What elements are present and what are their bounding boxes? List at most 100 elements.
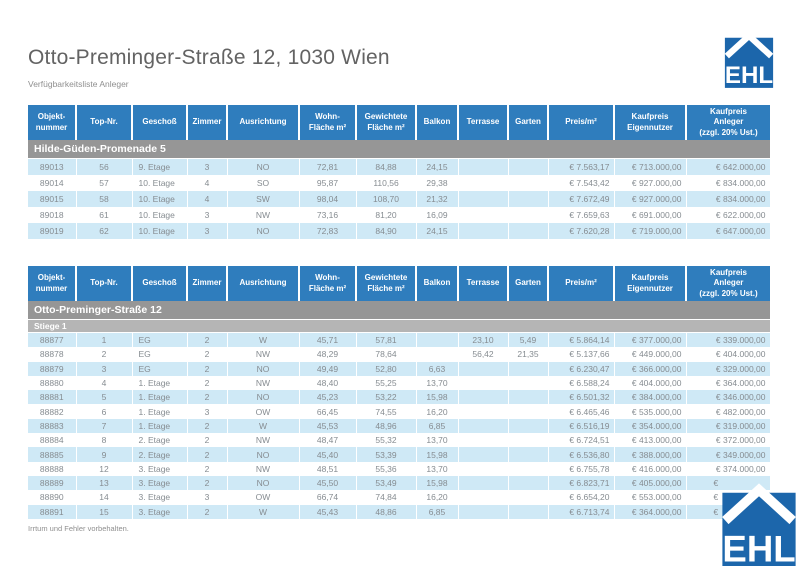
- cell: NO: [227, 475, 300, 491]
- cell: 78,64: [356, 347, 417, 362]
- table-row: 88885 9 2. Etage 2 NO 45,40 53,39 15,98 € 6.536,…: [28, 447, 771, 462]
- section-label: Hilde-Güden-Promenade 5: [28, 140, 770, 159]
- table-row: 88890 14 3. Etage 3 OW 66,74 74,84 16,20 € 6.654…: [28, 490, 771, 505]
- cell: € 6.516,19: [548, 418, 615, 434]
- cell: 45,40: [299, 447, 357, 462]
- cell: 10. Etage: [132, 175, 188, 191]
- cell: 13,70: [416, 461, 459, 476]
- cell: 2: [187, 418, 228, 434]
- cell: 48,40: [299, 375, 357, 391]
- cell: € 553.000,00: [614, 490, 687, 505]
- cell: € 6.654,20: [548, 490, 615, 505]
- cell: € 6.501,32: [548, 390, 615, 405]
- cell: [508, 447, 549, 462]
- table-row: 88889 13 3. Etage 2 NO 45,50 53,49 15,98 € 6.823…: [28, 475, 771, 491]
- cell: 4: [187, 191, 228, 207]
- cell: 2: [187, 390, 228, 405]
- cell: € 691.000,00: [614, 207, 687, 223]
- cell: 2: [187, 461, 228, 476]
- section-row: Hilde-Güden-Promenade 5: [28, 140, 770, 159]
- cell: 88889: [28, 475, 77, 491]
- cell: € 7.659,63: [548, 207, 615, 223]
- cell: NO: [227, 158, 300, 175]
- cell: NO: [227, 390, 300, 405]
- cell: [508, 158, 549, 175]
- cell: W: [227, 504, 300, 519]
- cell: [508, 223, 549, 239]
- cell: [458, 223, 509, 239]
- cell: 74,84: [356, 490, 417, 505]
- cell: [508, 175, 549, 191]
- table-row: 89013 56 9. Etage 3 NO 72,81 84,88 24,15 € 7.563…: [28, 158, 771, 175]
- cell: 13: [76, 475, 133, 491]
- cell: 3. Etage: [132, 490, 188, 505]
- cell: 89015: [28, 191, 77, 207]
- cell: 3. Etage: [132, 475, 188, 491]
- column-header: Terrasse: [458, 266, 509, 301]
- table-row: 88891 15 3. Etage 2 W 45,43 48,86 6,85 € 6.713,7…: [28, 504, 771, 519]
- cell: € 405.000,00: [614, 475, 687, 491]
- cell: 15: [76, 504, 133, 519]
- cell: 88883: [28, 418, 77, 434]
- cell: 1. Etage: [132, 390, 188, 405]
- cell: 48,51: [299, 461, 357, 476]
- cell: [458, 418, 509, 434]
- cell: 88885: [28, 447, 77, 462]
- cell: 57: [76, 175, 133, 191]
- cell: NW: [227, 461, 300, 476]
- cell: 95,87: [299, 175, 357, 191]
- column-header: Zimmer: [187, 105, 228, 140]
- cell: € 319.000,00: [686, 418, 771, 434]
- cell: W: [227, 332, 300, 348]
- cell: 4: [76, 375, 133, 391]
- cell: 84,90: [356, 223, 417, 239]
- cell: 24,15: [416, 223, 459, 239]
- cell: € 384.000,00: [614, 390, 687, 405]
- cell: € 413.000,00: [614, 433, 687, 448]
- cell: 2: [187, 332, 228, 348]
- cell: 88882: [28, 404, 77, 419]
- cell: [508, 418, 549, 434]
- cell: €: [686, 475, 771, 491]
- cell: SO: [227, 175, 300, 191]
- cell: 12: [76, 461, 133, 476]
- cell: 29,38: [416, 175, 459, 191]
- cell: 4: [187, 175, 228, 191]
- cell: 55,32: [356, 433, 417, 448]
- cell: € 622.000,00: [686, 207, 771, 223]
- cell: 84,88: [356, 158, 417, 175]
- cell: [508, 504, 549, 519]
- table-row: 88884 8 2. Etage 2 NW 48,47 55,32 13,70 € 6.724,…: [28, 433, 771, 448]
- cell: 3: [187, 404, 228, 419]
- cell: 2: [187, 347, 228, 362]
- availability-table-otto-preminger: Objekt- nummer Top-Nr. Geschoß Zimmer Ausric…: [28, 266, 771, 519]
- table-header-row: Objekt- nummer Top-Nr. Geschoß Zimmer Ausric…: [28, 105, 770, 140]
- cell: [508, 207, 549, 223]
- table-row: 88882 6 1. Etage 3 OW 66,45 74,55 16,20 € 6.465,…: [28, 404, 771, 419]
- column-header: Ausrichtung: [227, 266, 300, 301]
- cell: 49,49: [299, 361, 357, 376]
- cell: [458, 390, 509, 405]
- cell: € 404.000,00: [614, 375, 687, 391]
- cell: € 834.000,00: [686, 191, 771, 207]
- cell: € 6.823,71: [548, 475, 615, 491]
- cell: € 6.588,24: [548, 375, 615, 391]
- cell: 88888: [28, 461, 77, 476]
- column-header: Garten: [508, 266, 549, 301]
- cell: € 346.000,00: [686, 390, 771, 405]
- column-header: Objekt- nummer: [28, 105, 77, 140]
- cell: 21,32: [416, 191, 459, 207]
- cell: [508, 375, 549, 391]
- cell: € 535.000,00: [614, 404, 687, 419]
- cell: NW: [227, 347, 300, 362]
- cell: 88890: [28, 490, 77, 505]
- cell: € 5.137,66: [548, 347, 615, 362]
- cell: 2: [187, 433, 228, 448]
- page-title: Otto-Preminger-Straße 12, 1030 Wien: [28, 46, 390, 69]
- cell: € 404.000,00: [686, 347, 771, 362]
- cell: € 482.000,00: [686, 404, 771, 419]
- cell: 88878: [28, 347, 77, 362]
- cell: € 416.000,00: [614, 461, 687, 476]
- cell: EG: [132, 347, 188, 362]
